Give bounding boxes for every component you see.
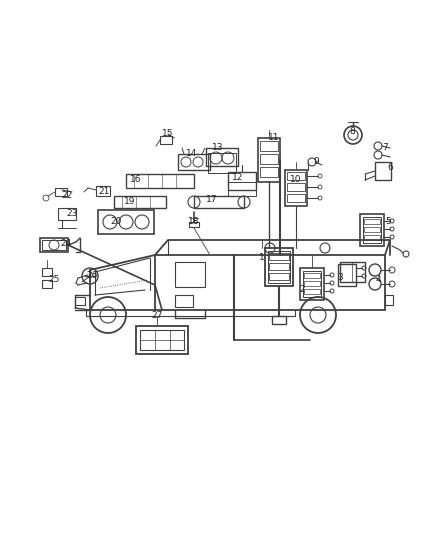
Bar (375, 162, 391, 180)
Bar (272, 316, 286, 324)
Bar (126, 174, 194, 188)
Bar (75, 297, 85, 305)
Bar (178, 154, 210, 170)
Bar (228, 172, 256, 190)
Bar (55, 188, 67, 196)
Bar (269, 263, 289, 270)
Text: 15: 15 (162, 130, 174, 139)
Text: 21: 21 (98, 188, 110, 197)
Bar (96, 186, 110, 196)
Bar (136, 326, 188, 354)
Text: 18: 18 (188, 217, 200, 227)
Bar (285, 170, 307, 206)
Bar (364, 235, 380, 240)
Bar (300, 268, 324, 300)
Bar (268, 251, 290, 283)
Text: 19: 19 (124, 198, 136, 206)
Text: 24: 24 (60, 239, 72, 248)
Bar (42, 240, 66, 250)
Bar (260, 154, 278, 164)
Bar (363, 217, 381, 243)
Bar (40, 238, 68, 252)
Bar (364, 219, 380, 224)
Text: 7: 7 (382, 143, 388, 152)
Text: 6: 6 (387, 164, 393, 173)
Text: 22: 22 (61, 191, 73, 200)
Text: 13: 13 (212, 143, 224, 152)
Bar (189, 222, 199, 227)
Text: 10: 10 (290, 175, 302, 184)
Bar (360, 214, 384, 246)
Text: 25: 25 (48, 276, 60, 285)
Text: 3: 3 (337, 273, 343, 282)
Text: 9: 9 (313, 157, 319, 166)
Bar (160, 136, 172, 144)
Bar (269, 273, 289, 280)
Bar (42, 268, 52, 276)
Bar (194, 196, 244, 208)
Bar (208, 153, 236, 173)
Bar (140, 330, 184, 350)
Bar (175, 262, 205, 287)
Bar (258, 138, 280, 182)
Bar (175, 295, 193, 307)
Text: 4: 4 (375, 276, 381, 285)
Bar (364, 227, 380, 232)
Text: 2: 2 (299, 286, 305, 295)
Bar (58, 208, 76, 220)
Bar (340, 262, 365, 282)
Bar (260, 141, 278, 151)
Bar (287, 183, 305, 191)
Bar (206, 148, 238, 166)
Bar (114, 196, 166, 208)
Text: 23: 23 (66, 209, 78, 219)
Text: 1: 1 (259, 254, 265, 262)
Bar (338, 264, 356, 286)
Bar (304, 273, 320, 278)
Text: 16: 16 (130, 175, 142, 184)
Text: 11: 11 (268, 133, 280, 142)
Bar (303, 271, 321, 297)
Bar (228, 182, 256, 196)
Bar (98, 210, 154, 234)
Bar (265, 248, 293, 286)
Text: 14: 14 (186, 149, 198, 158)
Bar (304, 289, 320, 294)
Bar (287, 194, 305, 202)
Text: 27: 27 (151, 311, 162, 320)
Text: 8: 8 (349, 127, 355, 136)
Bar (269, 253, 289, 260)
Text: 12: 12 (232, 174, 244, 182)
Text: 20: 20 (110, 217, 122, 227)
Text: 5: 5 (385, 217, 391, 227)
Bar (385, 295, 393, 305)
Bar (42, 280, 52, 288)
Bar (260, 167, 278, 177)
Text: 17: 17 (206, 196, 218, 205)
Text: 26: 26 (86, 271, 98, 280)
Bar (287, 172, 305, 180)
Bar (304, 281, 320, 286)
